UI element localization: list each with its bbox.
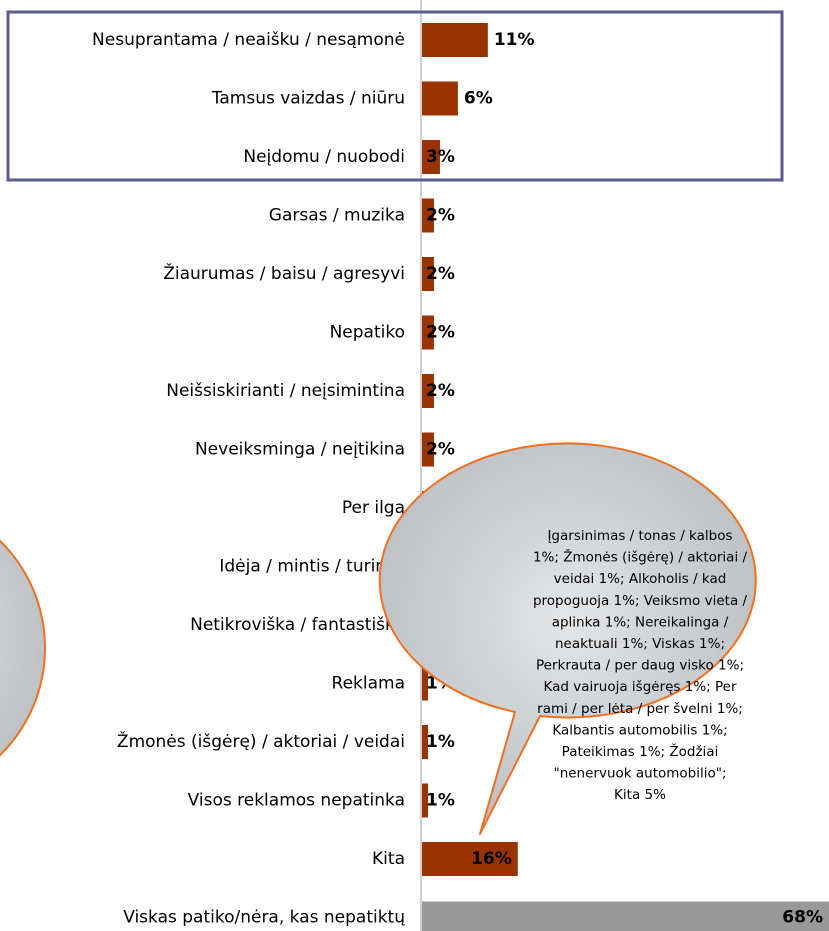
value-label: 2% <box>426 206 455 226</box>
callout-line: Pateikimas 1%; Žodžiai <box>562 742 719 760</box>
highlight-box <box>6 10 784 182</box>
bar <box>422 842 518 876</box>
category-label: Nesuprantama / neaišku / nesąmonė <box>92 30 405 50</box>
category-label: Žiaurumas / baisu / agresyvi <box>163 262 405 284</box>
callout-line: Įgarsinimas / tonas / kalbos <box>547 528 732 544</box>
callout-line: Kalbantis automobilis 1%; <box>552 722 727 738</box>
category-label: Netikroviška / fantastiška <box>190 615 405 635</box>
category-label: Žmonės (išgėrę) / aktoriai / veidai <box>117 730 405 752</box>
category-label: Nepatiko <box>330 323 405 343</box>
bar <box>422 257 434 291</box>
value-label: 2% <box>426 323 455 343</box>
value-label: 11% <box>494 30 535 50</box>
callout-line: veidai 1%; Alkoholis / kad <box>554 571 727 587</box>
bar <box>422 315 434 350</box>
bar <box>422 725 428 759</box>
value-label: 3% <box>426 147 455 167</box>
category-label: Reklama <box>332 674 405 694</box>
category-label: Per ilga <box>342 498 405 518</box>
category-label: Viskas patiko/nėra, kas nepatiktų <box>123 908 405 928</box>
category-label: Neįdomu / nuobodi <box>243 147 405 167</box>
category-label: Neišsiskirianti / neįsimintina <box>166 381 405 401</box>
callout-line: "nenervuok automobilio"; <box>553 766 726 782</box>
bar <box>422 198 434 233</box>
value-label: 1% <box>426 791 455 811</box>
value-label: 16% <box>471 849 512 869</box>
callout-line: Kad vairuoja išgėręs 1%; Per <box>543 679 737 695</box>
bar <box>422 783 428 818</box>
value-label: 2% <box>426 381 455 401</box>
category-label: Garsas / muzika <box>269 206 405 226</box>
bar <box>422 140 440 174</box>
callout-line: Perkrauta / per daug visko 1%; <box>536 658 744 674</box>
callout-line: aplinka 1%; Nereikalinga / <box>552 614 729 630</box>
value-label: 2% <box>426 440 455 460</box>
callout-bubble <box>378 442 757 835</box>
callout-line: rami / per lėta / per švelni 1%; <box>537 701 743 717</box>
bar <box>422 81 458 116</box>
value-label: 68% <box>782 908 823 928</box>
bars: Nesuprantama / neaišku / nesąmonė 11% Tams… <box>92 23 829 931</box>
category-label: Tamsus vaizdas / niūru <box>211 89 405 109</box>
value-label: 6% <box>464 89 493 109</box>
bar <box>422 901 829 931</box>
bar <box>422 374 434 408</box>
category-label: Kita <box>372 849 405 869</box>
category-label: Idėja / mintis / turinys <box>219 557 405 577</box>
value-label: 1% <box>426 732 455 752</box>
category-label: Visos reklamos nepatinka <box>188 791 405 811</box>
callout-line: neaktuali 1%; Viskas 1%; <box>555 636 725 652</box>
callout-text: Įgarsinimas / tonas / kalbos 1%; Žmonės (… <box>533 528 748 803</box>
bar <box>422 23 488 57</box>
category-label: Neveiksminga / neįtikina <box>195 440 405 460</box>
callout-line: propoguoja 1%; Veiksmo vieta / <box>533 593 748 609</box>
value-label: 2% <box>426 264 455 284</box>
bar <box>422 432 434 467</box>
callout-line: Kita 5% <box>614 787 666 803</box>
callout-line: 1%; Žmonės (išgėrę) / aktoriai / <box>533 548 748 566</box>
bar <box>422 666 428 701</box>
left-bubble <box>0 539 46 757</box>
